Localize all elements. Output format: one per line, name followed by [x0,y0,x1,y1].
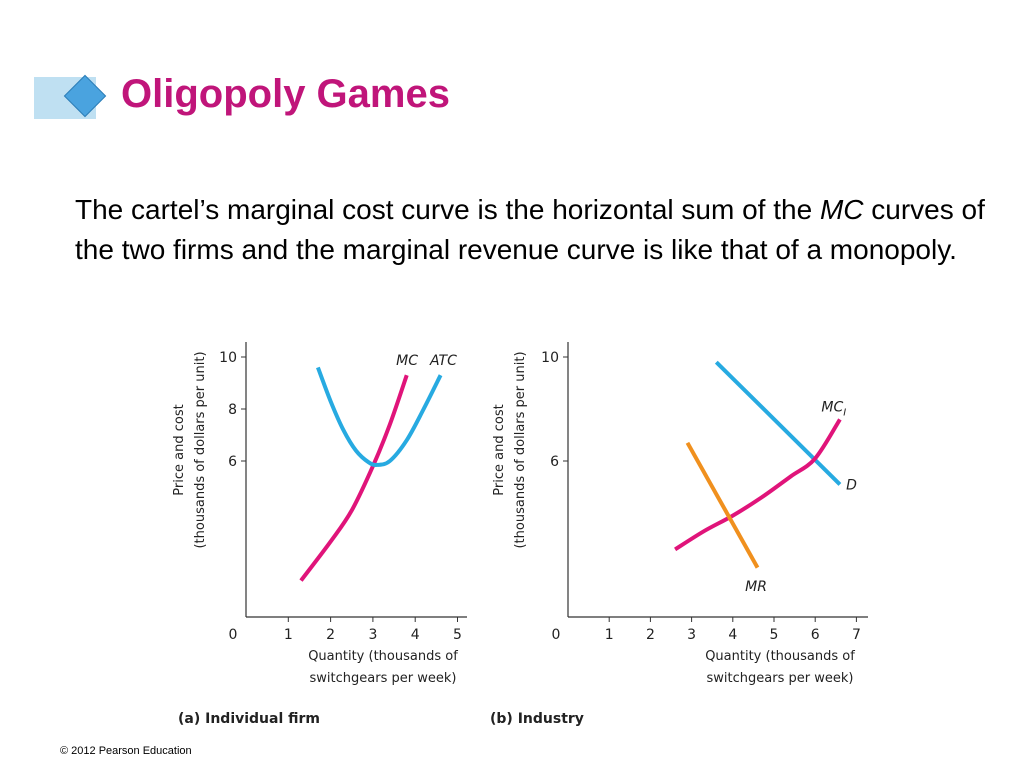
panel-1-atc-curve [316,366,443,467]
panel-1-x-tick-label: 4 [411,627,420,643]
panel-2-x-tick-label: 5 [770,627,779,643]
slide-body-text: The cartel’s marginal cost curve is the … [75,190,995,270]
panel-2-y-tick-label: 10 [541,350,559,366]
copyright-footer: © 2012 Pearson Education [60,745,192,757]
panel-2-x-axis-label-line2: switchgears per week) [707,671,854,686]
body-text-part1: The cartel’s marginal cost curve is the … [75,194,820,225]
body-text-part2: curves of the two firms and the marginal… [75,194,985,265]
panel-1-x-axis-label-line2: switchgears per week) [310,671,457,686]
panel-2-d-label: D [846,478,857,494]
panel-1-y-tick-label: 10 [219,350,237,366]
panel-1-y-tick-label: 6 [228,454,237,470]
panel-2-x-tick-label: 4 [728,627,737,643]
panel-1-y-tick-label: 8 [228,402,237,418]
panel-2-x-tick-label: 6 [811,627,820,643]
panel-1-y-axis-label-line2: (thousands of dollars per unit) [193,351,208,548]
panel-2-mci-label-subscript: I [843,408,846,419]
panel-1-x-tick-label: 5 [453,627,462,643]
panel-1-origin-label: 0 [229,627,238,643]
panel-1-y-axis-label: Price and cost [172,404,187,495]
panel-1-x-tick-label: 1 [284,627,293,643]
panel-1-x-axis-label: Quantity (thousands of [308,649,458,664]
panel-2-mr-curve [685,441,760,569]
panel-2-y-tick-label: 6 [550,454,559,470]
panel-1-atc-label: ATC [429,353,457,369]
panel-1-mc-curve [299,374,409,582]
panel-2-x-tick-label: 7 [852,627,861,643]
panel-2-mr-label: MR [745,579,767,595]
panel-2-x-tick-label: 1 [605,627,614,643]
panel-1-caption: (a) Individual firm [178,711,320,727]
panel-2-x-tick-label: 3 [687,627,696,643]
panel-2-origin-label: 0 [552,627,561,643]
panel-2-x-axis-label: Quantity (thousands of [705,649,855,664]
panel-2-d-curve [714,360,842,486]
panel-2-caption: (b) Industry [490,711,584,727]
panel-2-y-axis-label: Price and cost [492,404,507,495]
panel-1-x-tick-label: 2 [326,627,335,643]
body-text-mc: MC [819,194,864,225]
panel-1-mc-label: MC [396,353,418,369]
panel-2-mci-curve [674,418,842,552]
panel-2-mci-label: MCI [821,400,846,419]
panel-2-x-tick-label: 2 [646,627,655,643]
panel-2-y-axis-label-line2: (thousands of dollars per unit) [513,351,528,548]
slide-title: Oligopoly Games [121,72,450,116]
panel-1-x-tick-label: 3 [368,627,377,643]
